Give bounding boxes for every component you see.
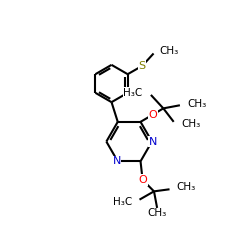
Text: N: N	[149, 136, 157, 146]
Text: H₃C: H₃C	[113, 197, 132, 207]
Text: CH₃: CH₃	[148, 208, 167, 218]
Text: N: N	[112, 156, 121, 166]
Text: CH₃: CH₃	[181, 119, 200, 129]
Text: S: S	[138, 61, 146, 71]
Text: H₃C: H₃C	[123, 88, 142, 98]
Text: CH₃: CH₃	[187, 99, 206, 109]
Text: O: O	[148, 110, 157, 120]
Text: CH₃: CH₃	[160, 46, 179, 56]
Text: O: O	[138, 175, 147, 185]
Text: CH₃: CH₃	[177, 182, 196, 192]
